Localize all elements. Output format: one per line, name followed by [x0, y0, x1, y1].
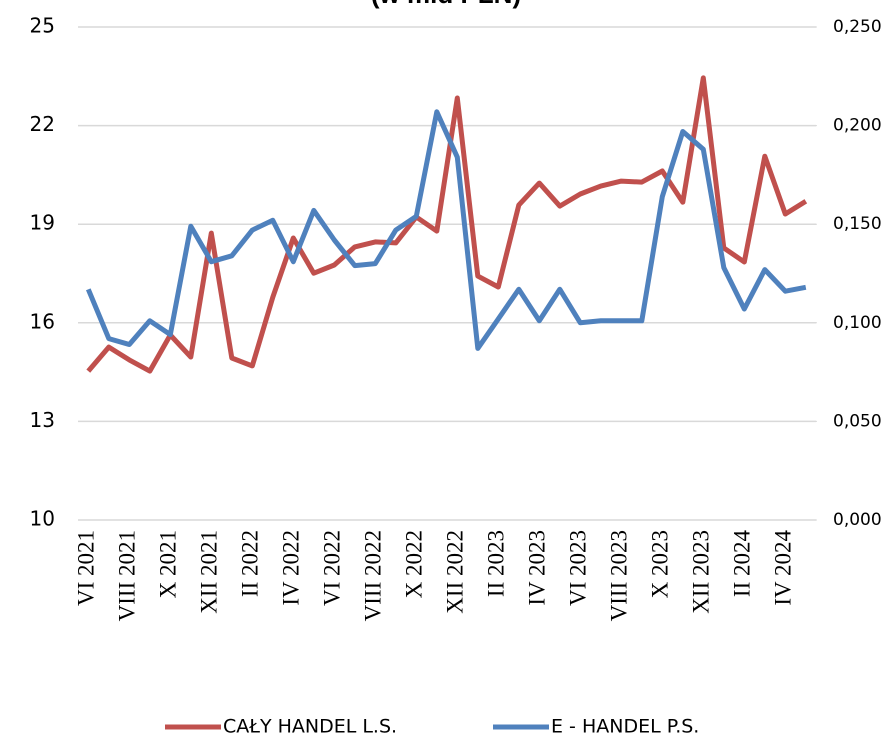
x-tick-label: X 2022	[402, 530, 427, 598]
x-tick-label: IV 2024	[771, 530, 796, 606]
series-line	[85, 109, 807, 351]
x-tick-label: XII 2022	[443, 530, 468, 614]
x-tick-label: II 2022	[238, 530, 263, 597]
x-tick-label: XII 2023	[689, 530, 714, 614]
y2-tick-label: 0,050	[833, 411, 882, 431]
legend-label: CAŁY HANDEL L.S.	[223, 716, 397, 738]
y2-tick-label: 0,200	[833, 116, 882, 136]
chart-title: (w mld PLN)	[371, 0, 521, 9]
y-tick-label: 19	[30, 211, 55, 235]
x-tick-label: XII 2021	[197, 530, 222, 614]
y-tick-label: 10	[30, 507, 55, 531]
x-tick-label: VIII 2023	[607, 530, 632, 621]
y-tick-label: 25	[30, 14, 55, 38]
y-tick-label: 22	[30, 112, 55, 136]
x-tick-label: VI 2021	[74, 530, 99, 606]
x-tick-label: II 2023	[484, 530, 509, 597]
y2-tick-label: 0,150	[833, 214, 882, 234]
legend-label: E - HANDEL P.S.	[551, 716, 699, 738]
x-tick-label: IV 2022	[279, 530, 304, 606]
x-tick-label: VIII 2022	[361, 530, 386, 621]
x-tick-label: VI 2023	[566, 530, 591, 606]
x-tick-label: VI 2022	[320, 530, 345, 606]
y-tick-label: 13	[30, 408, 55, 432]
x-tick-label: X 2021	[156, 530, 181, 598]
y2-tick-label: 0,100	[833, 313, 882, 333]
y2-tick-label: 0,250	[833, 17, 882, 37]
y2-tick-label: 0,000	[833, 510, 882, 530]
x-tick-label: II 2024	[730, 530, 755, 598]
x-tick-label: IV 2023	[525, 530, 550, 606]
x-tick-label: VIII 2021	[115, 530, 140, 621]
x-tick-label: X 2023	[648, 530, 673, 598]
y-tick-label: 16	[30, 309, 55, 333]
